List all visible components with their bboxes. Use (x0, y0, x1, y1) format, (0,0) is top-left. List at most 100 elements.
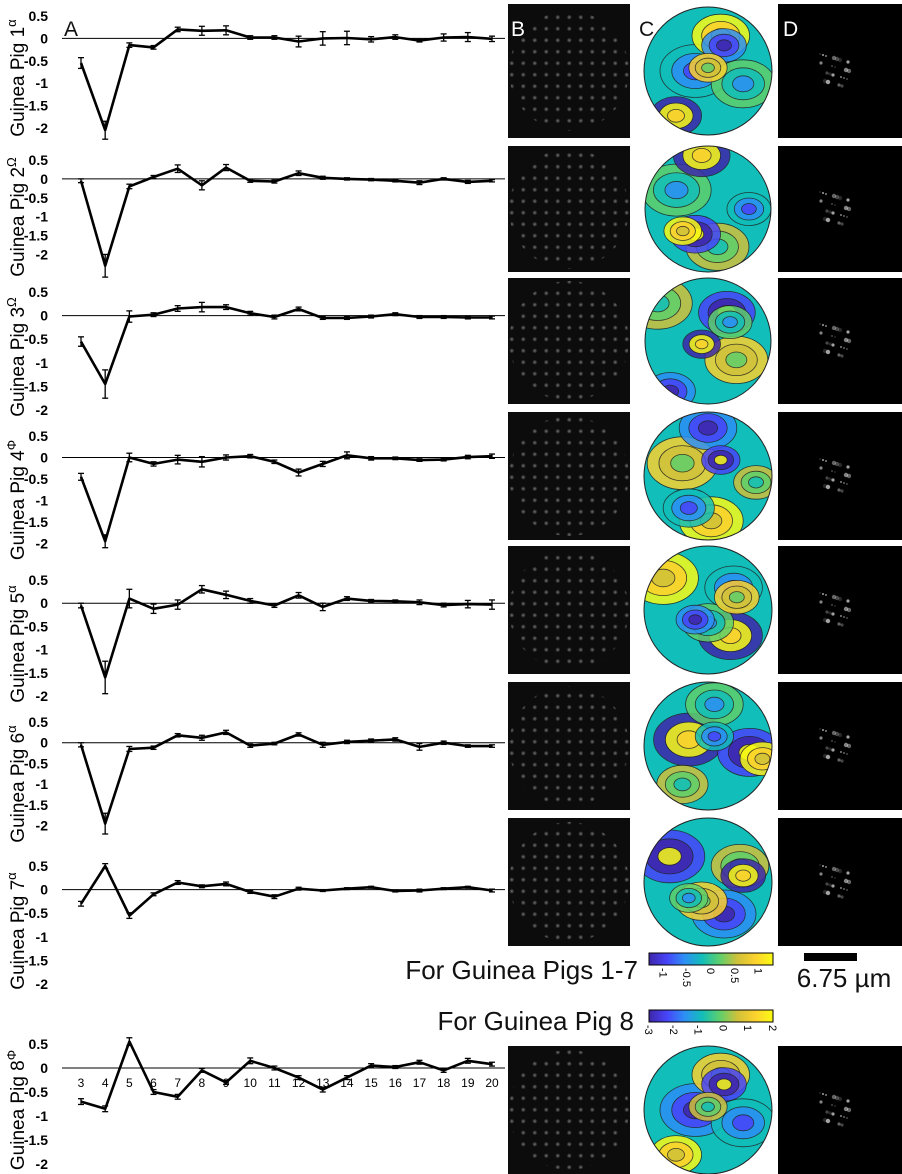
colorbar-gradient (648, 952, 774, 966)
series-line (79, 453, 493, 543)
y-tick-label: 0 (40, 735, 48, 751)
y-tick-label: -2 (36, 535, 49, 551)
y-tick-label: 0.5 (29, 152, 49, 168)
y-tick-label: -0.5 (24, 331, 48, 347)
colorbar-tick-label: -3 (642, 1025, 654, 1035)
y-axis-label: Guinea Pig 1α (4, 19, 29, 137)
x-tick-label: 4 (102, 1076, 109, 1090)
x-tick-label: 7 (174, 1076, 181, 1090)
y-tick-label: 0.5 (29, 8, 49, 24)
y-tick-label: -2 (36, 688, 49, 704)
x-tick-label: 20 (485, 1076, 499, 1090)
y-tick-label: -2 (36, 1156, 49, 1172)
y-tick-label: 0 (40, 30, 48, 46)
wavefront-map (644, 818, 772, 946)
colorbar-tick-label: -2 (667, 1025, 679, 1035)
wavefront-map (644, 1046, 772, 1174)
colorbar-tick-label: 1 (741, 1025, 753, 1031)
y-tick-label: -1.5 (24, 665, 48, 681)
caption-pigs-1-7: For Guinea Pigs 1-7 (405, 955, 638, 985)
y-tick-label: 0.5 (29, 428, 49, 444)
y-axis-label: Guinea Pig 5α (4, 585, 29, 703)
y-tick-label: -0.5 (24, 755, 48, 771)
y-axis-label: Guinea Pig 7α (4, 872, 29, 990)
psf-background (778, 682, 902, 810)
y-tick-label: 0 (40, 308, 48, 324)
wavefront-outline (644, 277, 772, 405)
y-axis-label: Guinea Pig 4Φ (4, 440, 29, 560)
series-line (79, 166, 493, 268)
y-tick-label: -1 (36, 492, 49, 508)
x-tick-label: 9 (223, 1076, 230, 1090)
colorbar-tick-label: -1 (692, 1025, 704, 1035)
y-tick-label: -2 (36, 976, 49, 992)
image-row-7 (508, 817, 902, 947)
image-row-8 (508, 1045, 902, 1174)
y-tick-label: 0 (40, 882, 48, 898)
wavefront-map (644, 546, 772, 674)
y-tick-label: -1 (36, 75, 49, 91)
y-tick-label: -1.5 (24, 228, 48, 244)
psf-image (819, 864, 852, 899)
series-line (79, 587, 493, 679)
y-tick-label: -1.5 (24, 1132, 48, 1148)
x-tick-label: 3 (78, 1076, 85, 1090)
psf-background (778, 1046, 902, 1174)
series-line (79, 731, 492, 825)
spot-pattern-image (509, 1050, 629, 1170)
spot-pattern-image (509, 822, 629, 942)
y-tick-label: -0.5 (24, 618, 48, 634)
y-tick-label: -1 (36, 929, 49, 945)
y-tick-label: -1 (36, 776, 49, 792)
y-tick-label: 0.5 (29, 572, 49, 588)
psf-background (778, 818, 902, 946)
y-tick-label: -2 (36, 246, 49, 262)
y-tick-label: -1.5 (24, 514, 48, 530)
y-tick-label: -0.5 (24, 905, 48, 921)
colorbar-1: -1 -0.5 0 0.5 1 (648, 952, 774, 987)
x-tick-label: 11 (268, 1076, 281, 1090)
y-tick-label: -2 (36, 818, 49, 834)
wavefront-outline (644, 145, 772, 273)
series-line (80, 1040, 493, 1111)
x-tick-label: 19 (461, 1076, 475, 1090)
chart-guinea-pig-8: 0.5 0 -0.5 -1 -1.5 -2 Guinea Pig 8Φ 3 4 5 6 7 8 9 10 11… (4, 1036, 505, 1172)
series-line (79, 864, 493, 917)
psf-background (778, 412, 902, 540)
x-tick-label: 18 (437, 1076, 451, 1090)
y-tick-label: -1 (36, 355, 49, 371)
spot-pattern-image (509, 686, 629, 806)
x-tick-label: 10 (244, 1076, 258, 1090)
wavefront-outline (643, 545, 773, 675)
chart-guinea-pig-6: 0.5 0 -0.5 -1 -1.5 -2 Guinea Pig 6α (4, 714, 505, 843)
y-axis-label: Guinea Pig 2Ω (4, 157, 29, 277)
chart-guinea-pig-3: 0.5 0 -0.5 -1 -1.5 -2 Guinea Pig 3Ω (4, 284, 505, 418)
colorbar-tick-label: -0.5 (680, 968, 692, 987)
wavefront-outline (643, 681, 773, 811)
y-tick-label: -1 (36, 1108, 49, 1124)
colorbar-tick-label: -1 (656, 968, 668, 978)
psf-image (819, 728, 852, 763)
image-row-3 (508, 277, 902, 405)
x-tick-label: 12 (292, 1076, 306, 1090)
colorbar-tick-label: 0.5 (728, 968, 740, 983)
caption-pig-8: For Guinea Pig 8 (437, 1006, 634, 1036)
y-axis-label: Guinea Pig 3Ω (4, 297, 29, 417)
x-tick-label: 5 (126, 1076, 133, 1090)
x-tick-label: 13 (316, 1076, 330, 1090)
image-row-4 (508, 411, 902, 541)
x-tick-label: 14 (340, 1076, 354, 1090)
psf-image (819, 191, 852, 226)
y-tick-label: 0.5 (29, 714, 49, 730)
colorbar-2: -3 -2 -1 0 1 2 (642, 1009, 778, 1035)
y-tick-label: -1.5 (24, 98, 48, 114)
psf-image (819, 458, 852, 493)
chart-guinea-pig-1: 0.5 0 -0.5 -1 -1.5 -2 Guinea Pig 1α (4, 8, 505, 140)
chart-guinea-pig-2: 0.5 0 -0.5 -1 -1.5 -2 Guinea Pig 2Ω (4, 152, 505, 278)
psf-background (778, 146, 902, 272)
x-tick-label: 6 (150, 1076, 157, 1090)
series-line (79, 305, 492, 386)
colorbars: -1 -0.5 0 0.5 1 -3 -2 -1 0 1 2 (642, 952, 778, 1035)
y-tick-label: -1.5 (24, 952, 48, 968)
